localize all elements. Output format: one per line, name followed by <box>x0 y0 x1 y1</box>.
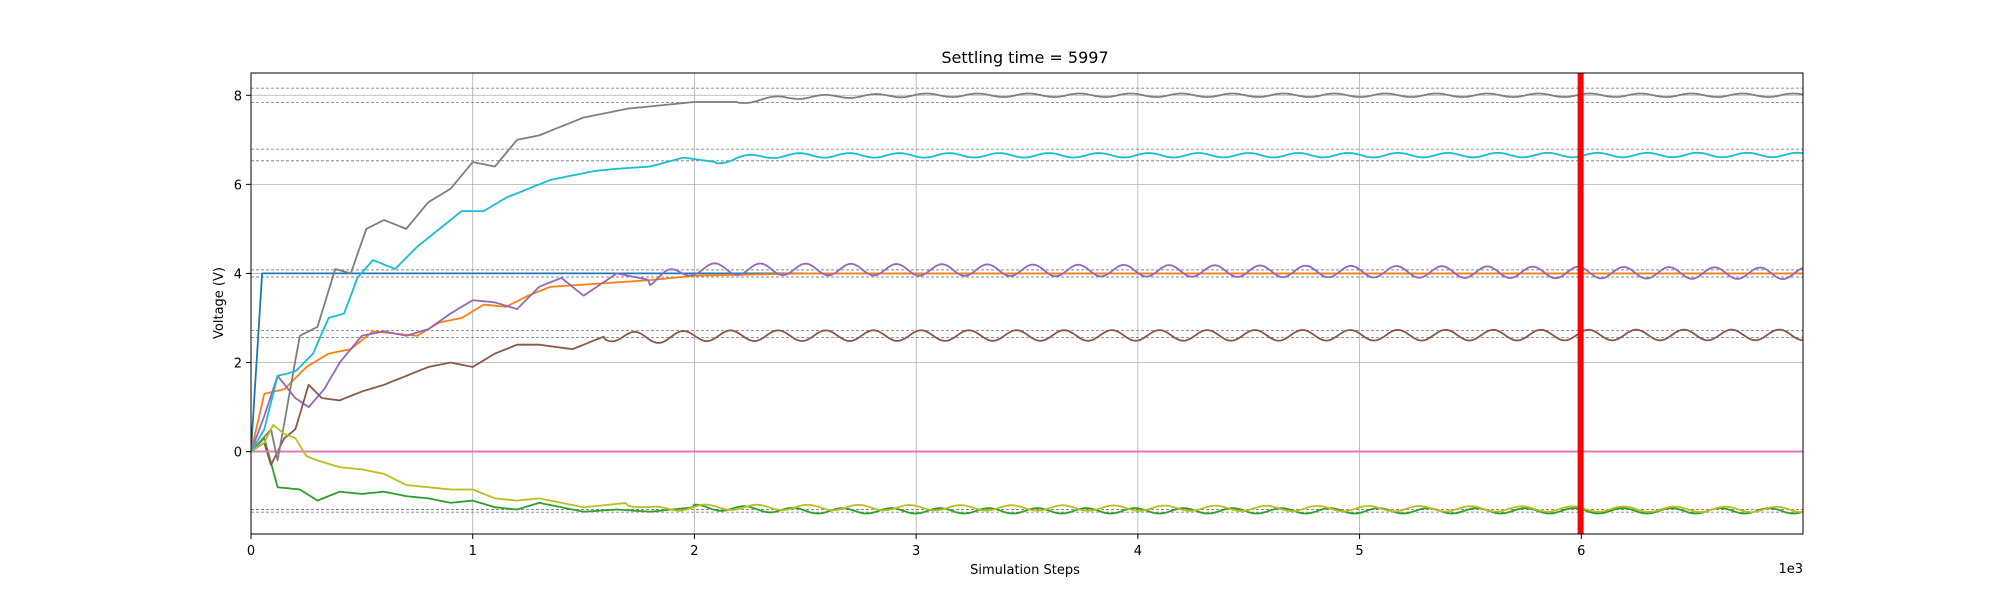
y-tick-label: 8 <box>234 89 242 104</box>
x-axis-offset-label: 1e3 <box>1778 562 1803 577</box>
series-line <box>251 262 1803 452</box>
y-tick-label: 0 <box>234 446 242 461</box>
x-tick-label: 2 <box>690 544 698 559</box>
x-tick-label: 4 <box>1134 544 1142 559</box>
series-line <box>251 437 1803 515</box>
x-tick-label: 3 <box>912 544 920 559</box>
y-tick-label: 6 <box>234 178 242 193</box>
y-tick-label: 4 <box>234 267 242 282</box>
plot-area: 0 1 2 3 4 5 6 0 2 4 6 8 <box>234 72 1804 559</box>
series-line <box>251 92 1803 462</box>
y-axis-label: Voltage (V) <box>212 267 227 339</box>
series-line <box>251 423 1803 514</box>
x-axis-label: Simulation Steps <box>970 563 1080 578</box>
axes-frame <box>250 72 1804 535</box>
x-tick-label: 6 <box>1577 544 1585 559</box>
series-line <box>251 151 1803 453</box>
chart-title: Settling time = 5997 <box>941 48 1108 67</box>
x-tick-label: 0 <box>247 544 255 559</box>
series-group <box>251 92 1803 515</box>
y-tick-label: 2 <box>234 357 242 372</box>
series-line <box>251 328 1803 466</box>
x-tick-label: 5 <box>1355 544 1363 559</box>
x-tick-label: 1 <box>469 544 477 559</box>
